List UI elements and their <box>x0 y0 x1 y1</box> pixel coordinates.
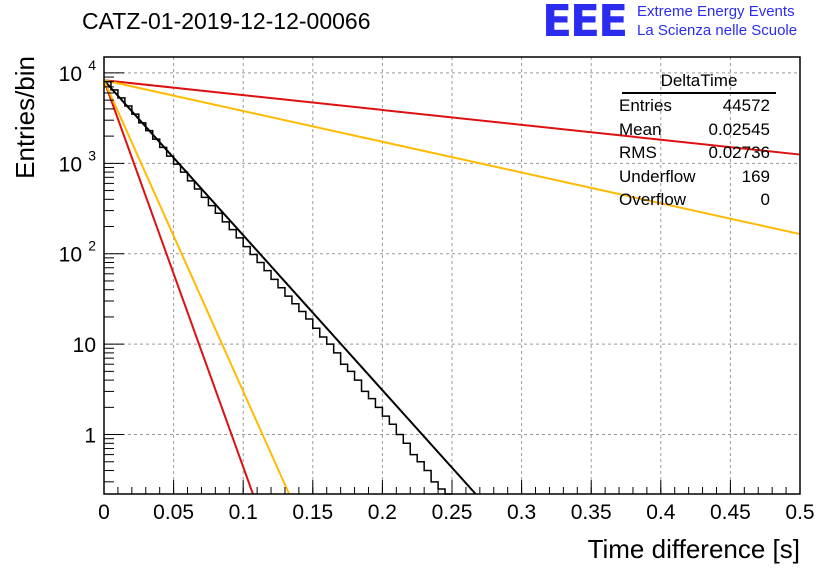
x-tick-label: 0.2 <box>368 501 397 524</box>
stats-value: 44572 <box>722 96 770 115</box>
fit-line-1 <box>103 79 254 495</box>
stats-value: 169 <box>741 166 770 186</box>
x-tick-label: 0 <box>98 501 110 524</box>
fit-line-3 <box>103 79 801 156</box>
logo-line-2: La Scienza nelle Scuole <box>637 22 798 39</box>
eee-logo: EEE <box>542 0 628 47</box>
stats-row-underflow: Underflow 169 <box>612 165 776 189</box>
chart-histogram <box>104 80 452 495</box>
stats-label: Underflow <box>619 166 696 186</box>
stats-label: Mean <box>619 119 662 139</box>
stats-value: 0.02736 <box>708 143 770 162</box>
stats-value: 0 <box>760 190 770 209</box>
stats-row-entries: Entries 44572 <box>612 94 776 118</box>
fit-line-4 <box>103 79 801 236</box>
x-tick-label: 0.5 <box>785 501 814 524</box>
y-tick-label: 10 <box>59 244 82 267</box>
stats-label: Overflow <box>619 190 687 209</box>
stats-value: 0.02545 <box>708 119 770 139</box>
chart-title: CATZ-01-2019-12-12-00066 <box>82 8 371 34</box>
y-tick-label: 1 <box>84 425 96 448</box>
y-axis-label: Entries/bin <box>10 56 40 179</box>
y-tick-exponent: 3 <box>88 147 96 163</box>
fit-line-2 <box>103 79 291 495</box>
chart-grid <box>104 57 800 494</box>
chart-axes: 0 0.05 0.1 0.15 0.2 0.25 0.3 0.35 0.4 0.45 0.5 1 10 1… <box>59 57 815 524</box>
chart-series <box>103 79 801 495</box>
stats-row-overflow: Overflow 0 <box>612 188 776 212</box>
x-tick-label: 0.45 <box>710 501 751 524</box>
x-axis-label: Time difference [s] <box>588 534 800 564</box>
logo-line-1: Extreme Energy Events <box>637 3 795 20</box>
x-tick-label: 0.25 <box>432 501 473 524</box>
stats-label: Entries <box>619 96 672 115</box>
y-tick-label: 10 <box>59 63 82 86</box>
y-tick-label: 10 <box>73 334 96 357</box>
x-tick-label: 0.05 <box>153 501 194 524</box>
x-tick-label: 0.1 <box>229 501 258 524</box>
stats-title: DeltaTime <box>622 70 776 94</box>
x-tick-label: 0.15 <box>292 501 333 524</box>
stats-row-rms: RMS 0.02736 <box>612 141 776 165</box>
y-tick-label: 10 <box>59 153 82 176</box>
x-tick-label: 0.4 <box>646 501 676 524</box>
stats-row-mean: Mean 0.02545 <box>612 118 776 142</box>
stats-label: RMS <box>619 143 657 162</box>
y-tick-exponent: 2 <box>88 238 96 254</box>
x-tick-label: 0.3 <box>507 501 536 524</box>
logo-caption: Extreme Energy Events La Scienza nelle S… <box>637 2 797 40</box>
x-tick-label: 0.35 <box>571 501 612 524</box>
stats-box: DeltaTime Entries 44572 Mean 0.02545 RMS 0.… <box>612 70 776 212</box>
histogram-outline <box>104 80 452 495</box>
y-tick-exponent: 4 <box>88 57 96 73</box>
